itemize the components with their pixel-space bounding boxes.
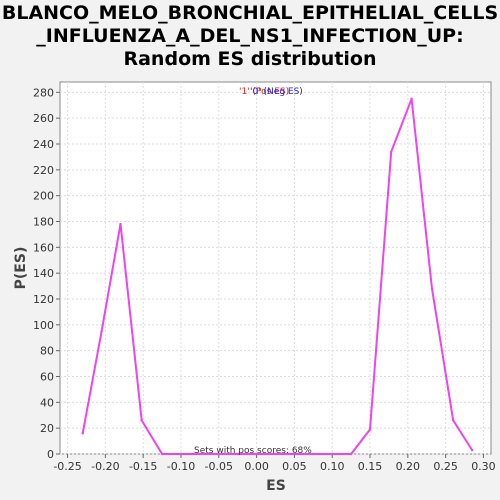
y-tick-label: 240 [33,138,54,151]
pos-scores-annotation: Sets with pos scores: 68% [194,446,312,456]
x-tick-label: 0.20 [396,460,421,473]
x-tick-label: -0.25 [53,460,81,473]
plot-area [59,81,492,455]
data-point [179,452,183,456]
data-point [81,432,84,435]
data-point [100,330,103,333]
data-point [331,452,334,456]
data-point [389,150,393,153]
y-tick-label: 280 [33,86,54,99]
x-tick-label: 0.25 [433,460,458,473]
y-axis: 0 20 40 60 80 100 120 140 160 180 200 220 240 260 280 [33,86,60,461]
data-point [410,97,413,100]
y-tick-label: 160 [33,241,54,254]
x-tick-label: 0.15 [358,460,383,473]
chart-title-line-1: BLANCO_MELO_BRONCHIAL_EPITHELIAL_CELLS [1,2,499,24]
x-tick-label: 0.05 [282,460,307,473]
legend-neg: '0' (Neg ES) [250,87,303,97]
y-tick-label: 0 [47,448,54,461]
chart-title-line-3: Random ES distribution [123,48,377,70]
legend-pos: '1' (Pos ES) [239,87,289,97]
data-point [198,452,202,456]
x-tick-label: 0.00 [244,460,269,473]
chart-title-line-2: _INFLUENZA_A_DEL_NS1_INFECTION_UP: [36,25,464,47]
y-tick-label: 60 [40,371,54,384]
y-tick-label: 100 [33,319,54,332]
data-point [451,419,455,422]
data-point [470,448,474,452]
data-point [236,452,239,456]
x-tick-label: 0.10 [320,460,345,473]
y-tick-label: 220 [33,164,54,177]
data-point [160,452,164,456]
data-point [274,452,277,456]
data-point [430,287,434,290]
y-tick-label: 260 [33,112,54,125]
data-point [140,419,143,422]
data-point [312,452,315,456]
y-tick-label: 80 [40,345,54,358]
x-axis-title: ES [266,478,286,494]
data-point [349,452,353,456]
x-tick-label: -0.15 [129,460,157,473]
y-tick-label: 180 [33,216,54,229]
y-tick-label: 200 [33,190,54,203]
data-point [368,428,372,431]
chart-title: BLANCO_MELO_BRONCHIAL_EPITHELIAL_CELLS _… [0,2,500,71]
y-tick-label: 140 [33,267,54,280]
x-tick-label: -0.10 [167,460,195,473]
data-point [255,452,258,456]
x-tick-label: 0.30 [471,460,496,473]
series-group [81,97,474,456]
data-point [119,222,122,226]
x-tick-label: -0.05 [205,460,233,473]
y-tick-label: 20 [40,422,54,435]
grid [60,82,491,455]
y-tick-label: 120 [33,293,54,306]
data-point [217,452,220,456]
x-tick-label: -0.20 [91,460,119,473]
x-axis: -0.25 -0.20 -0.15 -0.10 -0.05 0.00 0.05 0.10 0.1… [53,454,496,473]
y-tick-label: 40 [40,396,54,409]
data-point [293,452,296,456]
y-axis-title: P(ES) [13,247,29,290]
